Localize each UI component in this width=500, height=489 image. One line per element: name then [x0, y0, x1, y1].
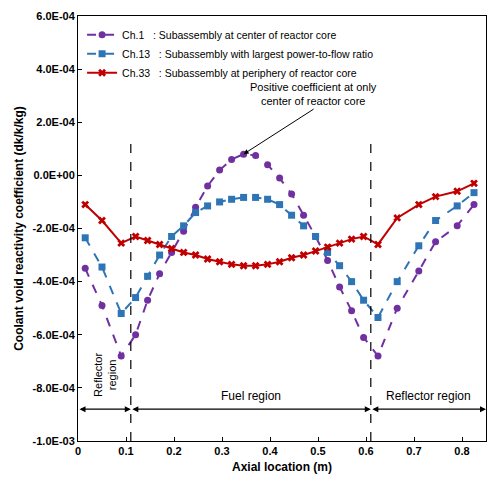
- svg-text:0.4: 0.4: [262, 445, 278, 457]
- svg-text:0.3: 0.3: [214, 445, 229, 457]
- svg-text:0.7: 0.7: [406, 445, 421, 457]
- svg-text:Fuel region: Fuel region: [221, 389, 281, 403]
- svg-text:0.2: 0.2: [166, 445, 181, 457]
- svg-text:Reflectorregion: Reflectorregion: [92, 353, 118, 397]
- svg-text:6.0E-04: 6.0E-04: [36, 10, 75, 22]
- svg-text:0.5: 0.5: [310, 445, 325, 457]
- svg-text:-8.0E-04: -8.0E-04: [33, 382, 76, 394]
- svg-text:Reflector region: Reflector region: [386, 389, 471, 403]
- svg-text:-4.0E-04: -4.0E-04: [33, 275, 76, 287]
- svg-text:Coolant void reactivity coeffi: Coolant void reactivity coefficient (dk/…: [12, 106, 26, 351]
- svg-text:Ch.13 : Subassembly with lar: Ch.13 : Subassembly with largest power-t…: [122, 48, 373, 60]
- svg-text:Axial location (m): Axial location (m): [232, 460, 332, 474]
- svg-text:0.1: 0.1: [118, 445, 133, 457]
- svg-text:-6.0E-04: -6.0E-04: [33, 329, 76, 341]
- svg-text:-2.0E-04: -2.0E-04: [33, 222, 76, 234]
- svg-text:0.0E+00: 0.0E+00: [34, 169, 75, 181]
- svg-text:Ch.1 : Subassembly at center: Ch.1 : Subassembly at center of reactor …: [122, 29, 336, 41]
- svg-text:2.0E-04: 2.0E-04: [36, 116, 75, 128]
- svg-text:0.6: 0.6: [358, 445, 373, 457]
- svg-text:Positive coefficient at onlyce: Positive coefficient at onlycenter of re…: [250, 81, 377, 107]
- svg-text:-1.0E-03: -1.0E-03: [33, 435, 75, 447]
- svg-text:4.0E-04: 4.0E-04: [36, 63, 75, 75]
- svg-text:Ch.33 : Subassembly at perip: Ch.33 : Subassembly at periphery of reac…: [122, 67, 357, 79]
- svg-text:0: 0: [75, 445, 81, 457]
- svg-text:0.8: 0.8: [454, 445, 469, 457]
